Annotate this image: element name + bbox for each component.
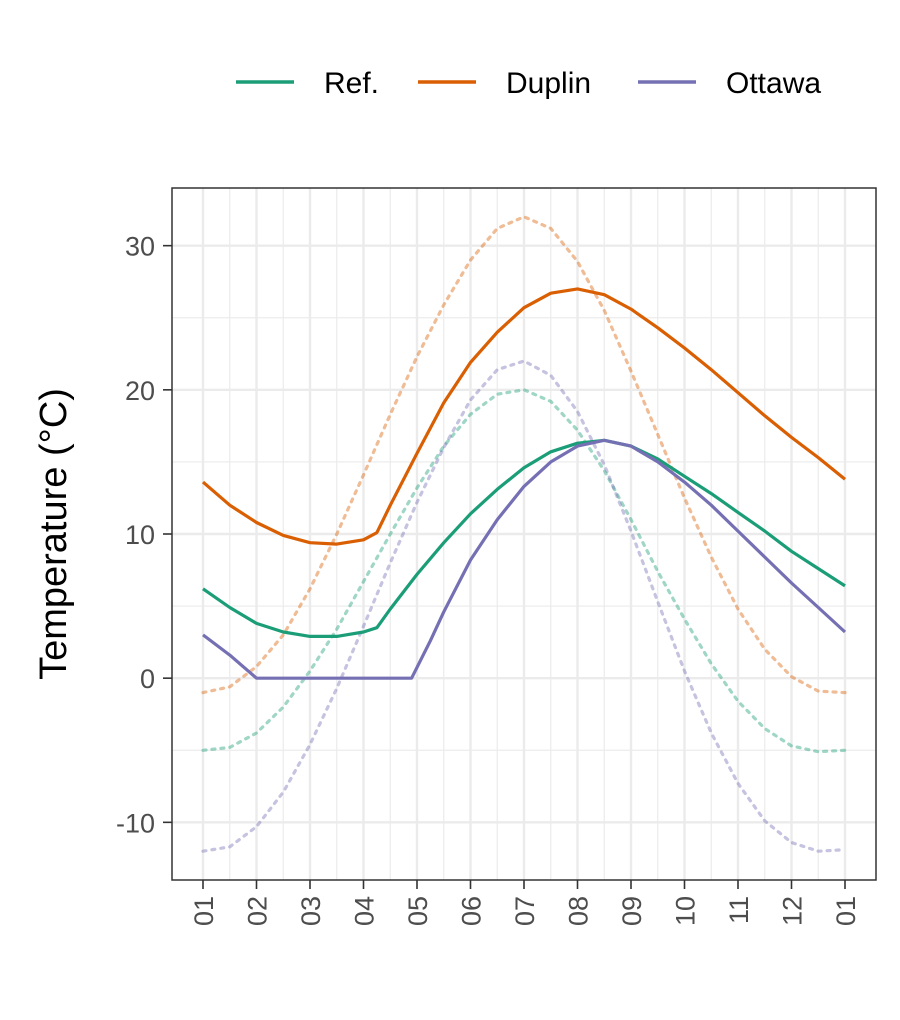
series-layer [201,215,847,853]
y-tick-label: 20 [125,376,155,406]
legend-label-ottawa: Ottawa [726,67,821,100]
x-tick-label: 12 [778,896,808,926]
x-tick-label: 01 [189,896,219,926]
x-tick-label: 11 [724,896,754,924]
series-line-duplin [201,287,847,546]
legend-label-ref: Ref. [324,67,379,100]
x-tick-label: 04 [350,896,380,926]
x-tick-label: 08 [564,896,594,926]
y-tick-label: 0 [140,664,155,694]
series-line-ottawa [202,438,847,680]
x-tick-label: 10 [671,896,701,926]
y-tick-label: 10 [125,520,155,550]
x-tick-label: 09 [617,896,647,926]
y-tick-label: 30 [125,232,155,262]
y-axis: -10 0 10 20 30 [116,232,172,838]
legend-label-duplin: Duplin [506,67,591,100]
x-axis: 01 02 03 04 05 06 07 08 09 10 11 12 01 [189,880,861,926]
x-tick-label: 01 [831,896,861,926]
series-line-ref [202,438,846,638]
x-tick-label: 03 [296,896,326,926]
series-line-dotted-7570b3 [201,359,847,853]
major-gridlines [172,188,876,880]
legend: Ref. Duplin Ottawa [236,67,821,100]
x-tick-label: 05 [403,896,433,926]
series-line-dotted-d95f02 [201,215,847,695]
x-tick-label: 06 [457,896,487,926]
y-axis-title: Temperature (°C) [33,388,75,680]
y-tick-label: -10 [116,808,155,838]
series-line-dotted-1b9e77 [201,388,847,754]
x-tick-label: 02 [243,896,273,926]
x-tick-label: 07 [510,896,540,926]
